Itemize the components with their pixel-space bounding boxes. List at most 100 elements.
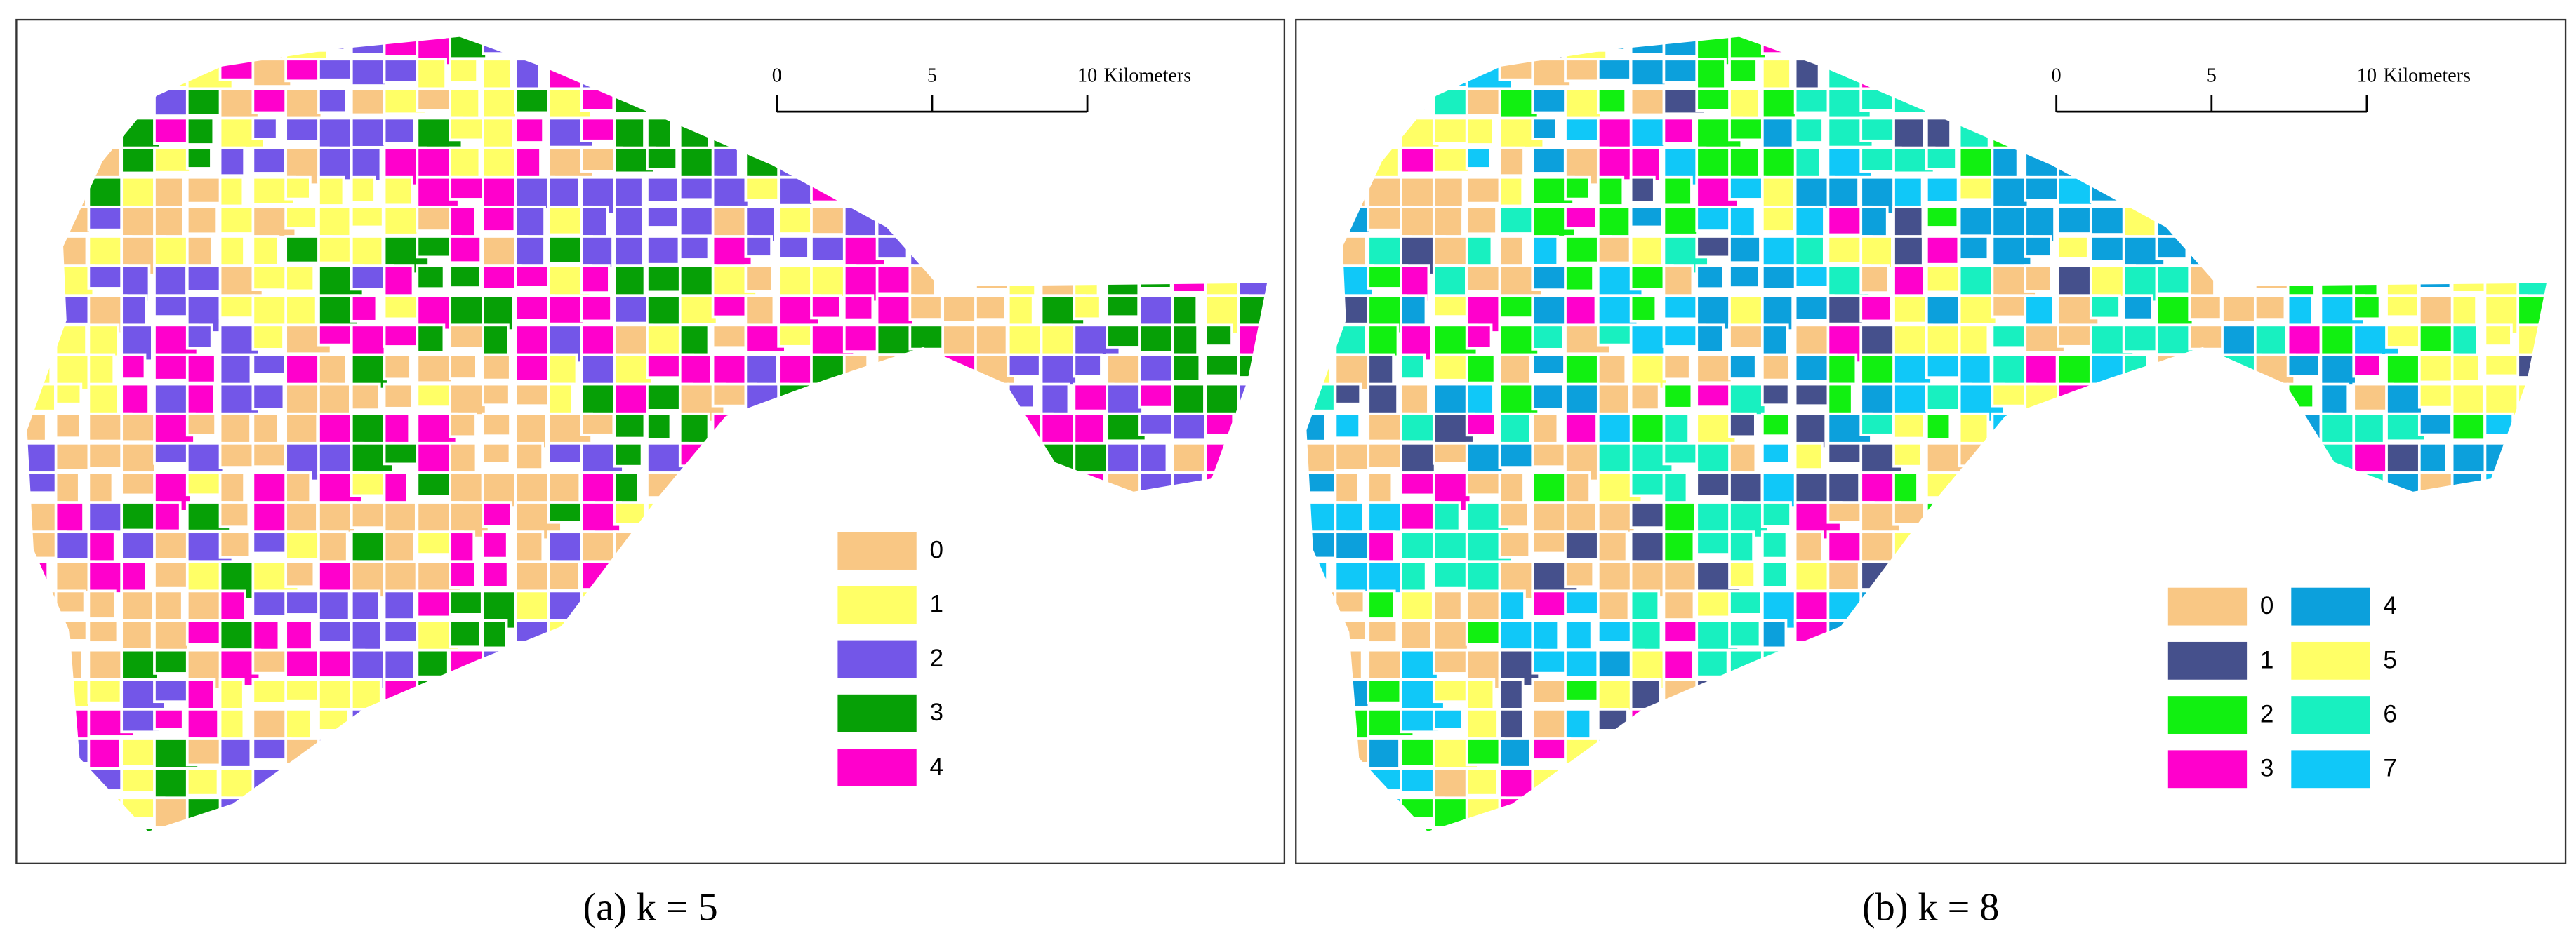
district xyxy=(1991,530,2031,562)
district xyxy=(26,264,54,303)
district xyxy=(1237,796,1268,821)
district xyxy=(185,826,218,833)
district xyxy=(1237,501,1268,539)
district xyxy=(449,58,479,84)
district xyxy=(514,205,546,241)
district xyxy=(1958,589,1987,624)
district xyxy=(54,530,95,561)
district xyxy=(1237,767,1268,794)
district xyxy=(941,146,982,180)
district xyxy=(1892,412,1926,440)
district xyxy=(1925,294,1962,328)
district xyxy=(317,826,347,833)
district xyxy=(2253,441,2280,476)
district xyxy=(1958,796,1986,828)
district xyxy=(744,737,775,766)
district xyxy=(2122,382,2165,408)
district xyxy=(2089,382,2131,411)
legend-label: 3 xyxy=(929,699,943,726)
district xyxy=(1892,560,1932,583)
district xyxy=(2417,648,2448,681)
district xyxy=(251,323,285,351)
district xyxy=(1367,589,1396,620)
district xyxy=(2551,680,2576,713)
district xyxy=(1498,501,1530,529)
district xyxy=(974,560,1017,596)
district xyxy=(482,382,511,407)
legend-label: 4 xyxy=(929,753,943,780)
district xyxy=(2551,354,2576,383)
district xyxy=(974,235,1009,274)
district xyxy=(1204,530,1237,557)
district xyxy=(185,412,217,437)
district xyxy=(2483,116,2523,153)
district xyxy=(2253,382,2289,412)
district xyxy=(2417,175,2464,213)
district xyxy=(2286,353,2321,377)
district xyxy=(1237,708,1268,741)
district xyxy=(449,619,482,649)
district xyxy=(185,737,225,767)
district xyxy=(514,264,553,289)
district xyxy=(2516,648,2548,673)
district xyxy=(1662,767,1695,805)
district xyxy=(777,175,815,207)
district xyxy=(153,708,185,731)
district xyxy=(185,205,219,236)
legend-swatch xyxy=(837,532,917,570)
district xyxy=(2089,501,2125,535)
district xyxy=(2352,501,2382,527)
district xyxy=(547,353,578,386)
district xyxy=(908,501,957,535)
district xyxy=(185,678,216,714)
district xyxy=(1728,708,1765,744)
district xyxy=(613,619,654,645)
district xyxy=(1760,175,1796,211)
district xyxy=(1171,87,1219,128)
district xyxy=(1400,58,1427,99)
district xyxy=(1271,650,1311,684)
district xyxy=(317,767,352,791)
district xyxy=(1892,116,1925,151)
district xyxy=(1596,323,1635,347)
district xyxy=(218,294,255,319)
district xyxy=(711,323,750,349)
district xyxy=(777,796,821,819)
scale-label: 10 xyxy=(1077,65,1097,86)
district xyxy=(1237,560,1268,599)
district xyxy=(350,796,378,824)
legend-swatch xyxy=(837,640,917,678)
district xyxy=(613,36,639,54)
district xyxy=(1760,648,1803,673)
district xyxy=(1007,560,1045,585)
district xyxy=(2450,648,2484,678)
district xyxy=(1728,264,1761,289)
district xyxy=(1629,58,1668,87)
district xyxy=(2516,146,2548,170)
district xyxy=(1334,382,1362,405)
district xyxy=(1171,235,1214,276)
district xyxy=(1306,589,1337,626)
district xyxy=(1007,501,1040,537)
district xyxy=(1991,441,2027,476)
district xyxy=(1695,648,1729,678)
district xyxy=(153,826,187,833)
district xyxy=(810,116,847,145)
district xyxy=(449,767,484,792)
district xyxy=(2188,146,2229,183)
map-panel: 0 5 10 Kilometers 0 1 2 3 4 5 6 7 (b) k = 8 xyxy=(1295,18,2576,930)
district xyxy=(1040,826,1082,833)
district xyxy=(1334,589,1366,615)
district xyxy=(87,560,128,595)
district xyxy=(185,767,220,797)
district xyxy=(1106,294,1141,319)
district xyxy=(317,501,357,535)
district xyxy=(1306,323,1339,356)
district xyxy=(1596,737,1630,764)
district xyxy=(2024,441,2068,479)
district xyxy=(2221,471,2255,507)
district xyxy=(1991,87,2034,110)
district xyxy=(514,708,553,737)
scale-label: 5 xyxy=(927,65,937,86)
district xyxy=(908,441,943,471)
